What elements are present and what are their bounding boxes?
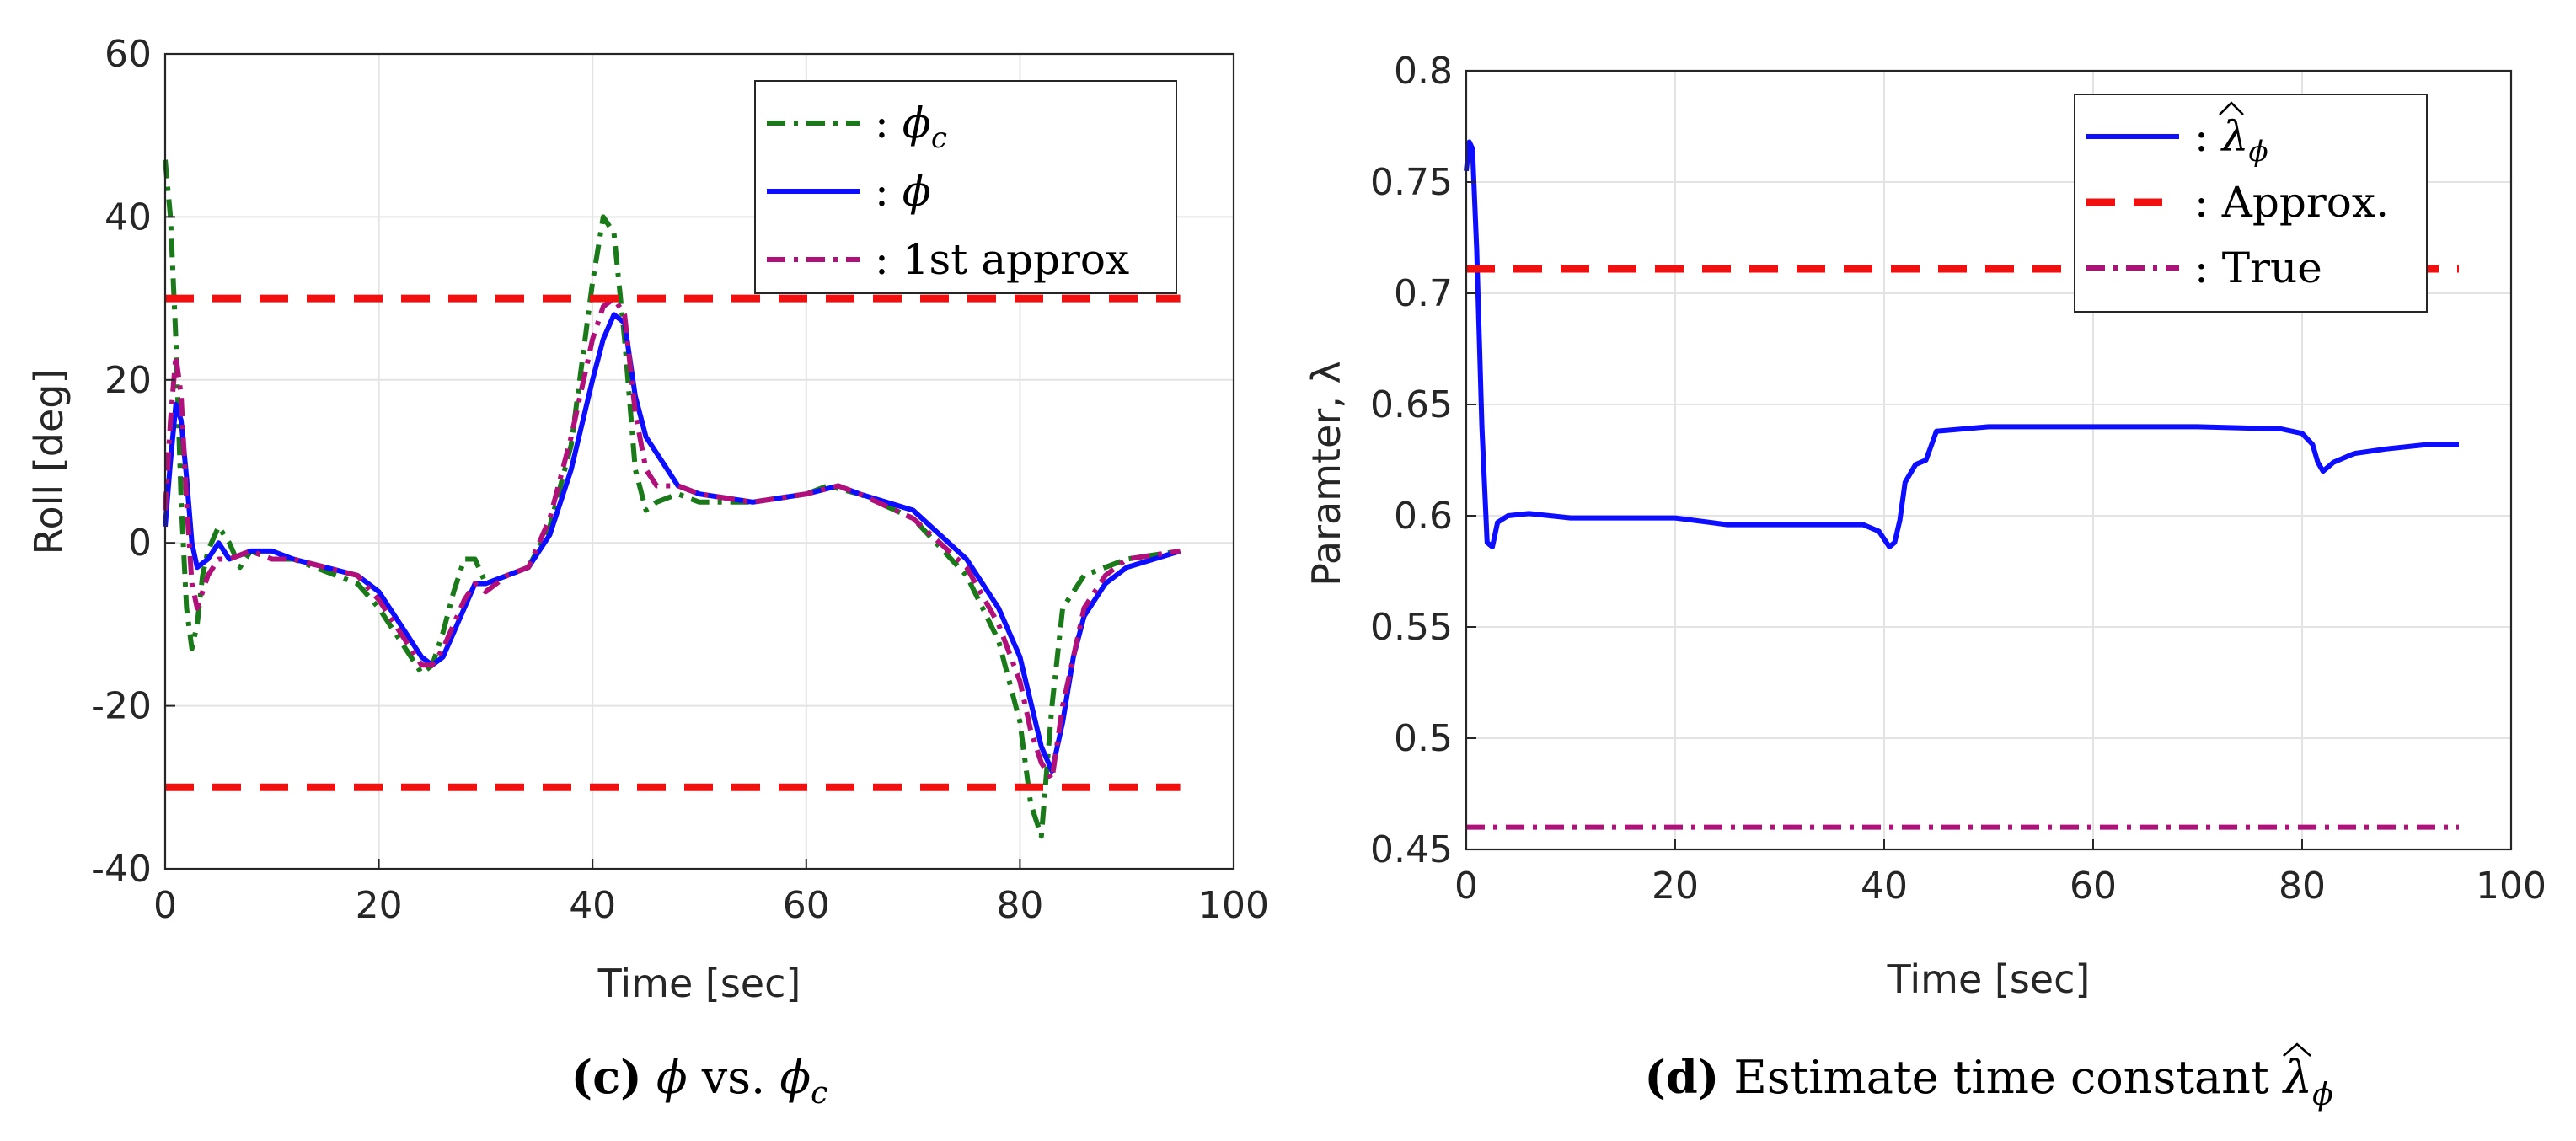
roll-chart-legend-box	[754, 80, 1177, 294]
roll-chart-frame	[163, 52, 1235, 870]
parameter-chart-ytick-label: 0.45	[1370, 828, 1453, 871]
parameter-chart-xtick-label: 80	[2279, 865, 2326, 908]
parameter-chart-legend: : λϕ : Approx. : True	[2074, 94, 2428, 313]
roll-chart-xtick-label: 60	[783, 884, 830, 927]
caption-d-text: Estimate time constant	[1719, 1051, 2284, 1104]
roll-chart-xtick-label: 80	[996, 884, 1043, 927]
roll-chart-series-1	[163, 312, 1181, 774]
roll-chart-xtick-label: 20	[356, 884, 403, 927]
roll-chart-legend: : ϕc : ϕ : 1st approx	[754, 80, 1177, 294]
parameter-chart-legend-entry: : True	[2194, 244, 2322, 292]
roll-chart-ytick-label: 40	[104, 196, 152, 238]
parameter-chart-legend-box	[2074, 94, 2428, 313]
parameter-chart-ytick-label: 0.5	[1394, 717, 1453, 760]
caption-d-lambda: λ	[2282, 1051, 2312, 1104]
roll-chart-legend-entry: : 1st approx	[875, 235, 1129, 284]
roll-chart-ytick-label: 60	[104, 33, 152, 76]
parameter-chart-ytick-label: 0.8	[1394, 50, 1453, 93]
parameter-chart-ytick-label: 0.7	[1394, 272, 1453, 315]
roll-chart-ylabel: Roll [deg]	[26, 369, 72, 555]
caption-d-label: (d)	[1644, 1050, 1719, 1104]
caption-d: (d) Estimate time constant λϕ	[1644, 1050, 2332, 1112]
caption-c: (c) ϕ vs. ϕc	[571, 1050, 828, 1111]
parameter-chart-ytick-label: 0.75	[1370, 161, 1453, 204]
roll-chart-xlabel: Time [sec]	[597, 961, 801, 1006]
roll-chart-ytick-label: 20	[104, 359, 152, 402]
parameter-chart-ytick-label: 0.65	[1370, 383, 1453, 426]
parameter-chart-panel: 0 20 40 60 80 100 0.8 0.75 0.7 0.65 0.6 0.55 0.5 0.45…	[1304, 50, 2547, 1112]
caption-c-mid: vs.	[688, 1051, 780, 1104]
parameter-chart-xtick-label: 0	[1454, 865, 1478, 908]
parameter-chart-xtick-label: 100	[2476, 865, 2547, 908]
caption-c-label: (c)	[571, 1050, 642, 1104]
caption-c-phi-c: ϕ	[779, 1051, 811, 1104]
roll-chart-legend-entry: : ϕc	[875, 99, 947, 155]
roll-chart-xtick-label: 100	[1198, 884, 1269, 927]
parameter-chart-xtick-label: 60	[2070, 865, 2117, 908]
roll-chart-xtick-label: 40	[569, 884, 616, 927]
roll-chart-legend-entry: : ϕ	[875, 167, 931, 216]
parameter-chart-legend-entry: : Approx.	[2194, 178, 2389, 227]
parameter-chart-frame	[1465, 69, 2513, 851]
parameter-chart-legend-entry: : λϕ	[2194, 112, 2268, 169]
roll-chart-panel: 0 20 40 60 80 100 60 40 20 0 -20 -40 Time [sec] Rol…	[26, 33, 1269, 1111]
hat-accent	[2219, 101, 2244, 115]
caption-c-sub: c	[811, 1076, 827, 1111]
caption-d-sub: ϕ	[2312, 1078, 2333, 1112]
parameter-chart-series-0	[1464, 139, 2459, 549]
parameter-chart-xlabel: Time [sec]	[1887, 956, 2091, 1002]
caption-hat-accent	[2283, 1042, 2311, 1057]
caption-c-phi: ϕ	[656, 1051, 688, 1104]
parameter-chart-xtick-label: 20	[1652, 865, 1699, 908]
roll-chart-ytick-label: -20	[91, 685, 152, 728]
roll-chart-series-2	[163, 296, 1181, 782]
roll-chart-xtick-label: 0	[153, 884, 177, 927]
roll-chart-ytick-label: -40	[91, 848, 152, 891]
parameter-chart-xtick-label: 40	[1861, 865, 1908, 908]
roll-chart-ytick-label: 0	[128, 522, 152, 565]
parameter-chart-ytick-label: 0.6	[1394, 495, 1453, 538]
parameter-chart-ylabel: Paramter, λ	[1304, 361, 1349, 587]
parameter-chart-ytick-label: 0.55	[1370, 606, 1453, 649]
